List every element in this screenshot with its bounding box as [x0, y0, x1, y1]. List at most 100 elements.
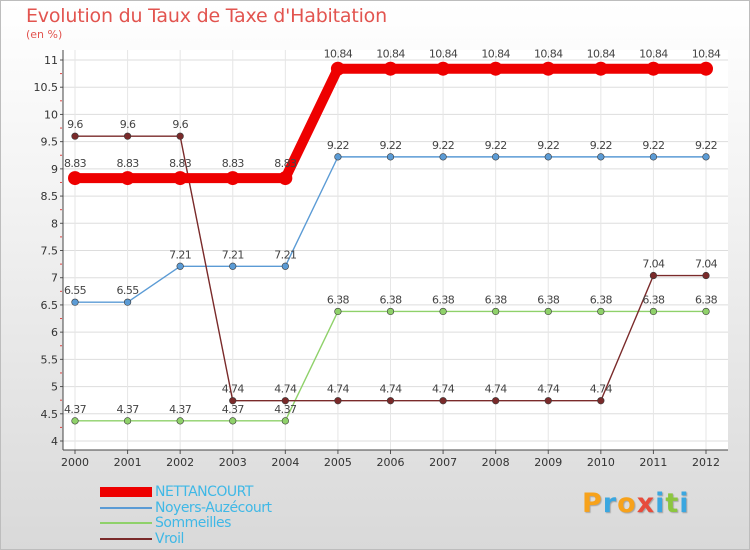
data-label: 7.21: [274, 248, 296, 261]
data-label: 4.74: [222, 383, 245, 396]
data-point: [702, 153, 710, 161]
y-tick-label: 7: [51, 272, 58, 285]
data-label: 9.6: [172, 118, 188, 131]
data-label: 9.6: [67, 118, 83, 131]
x-tick-label: 2008: [482, 456, 510, 469]
legend-label: Sommeilles: [155, 515, 231, 531]
logo-letter: i: [679, 488, 690, 519]
data-point: [436, 61, 451, 76]
y-tick-label: 9.5: [41, 136, 59, 149]
y-tick-label: 4: [51, 435, 58, 448]
x-tick-label: 2006: [377, 456, 405, 469]
proxiti-logo: Proxiti: [582, 488, 690, 519]
data-label: 9.22: [327, 139, 349, 152]
data-point: [597, 153, 605, 161]
data-label: 9.6: [120, 118, 136, 131]
y-tick-label: 6.5: [41, 299, 59, 312]
data-point: [71, 132, 79, 140]
data-point: [71, 417, 79, 425]
data-point: [383, 61, 398, 76]
data-label: 9.22: [485, 139, 507, 152]
data-label: 4.74: [274, 383, 297, 396]
data-label: 6.38: [537, 293, 560, 306]
data-label: 10.84: [639, 48, 668, 61]
data-label: 6.38: [485, 293, 508, 306]
data-point: [699, 61, 713, 76]
data-label: 6.38: [695, 293, 718, 306]
data-point: [702, 307, 710, 316]
x-tick-label: 2003: [219, 456, 247, 469]
y-tick-label: 10: [44, 108, 58, 121]
data-point: [544, 397, 552, 405]
data-point: [597, 307, 605, 316]
data-point: [334, 397, 342, 405]
data-label: 6.38: [590, 293, 613, 306]
data-point: [593, 61, 608, 76]
data-point: [281, 397, 289, 405]
x-tick-label: 2002: [166, 456, 194, 469]
data-point: [649, 307, 658, 316]
data-label: 6.55: [117, 284, 140, 297]
data-label: 4.74: [537, 383, 560, 396]
data-label: 6.38: [327, 293, 350, 306]
logo-letter: i: [655, 488, 666, 519]
data-point: [439, 153, 447, 161]
legend-label: Vroil: [155, 530, 184, 547]
data-label: 4.74: [485, 383, 508, 396]
data-label: 10.84: [534, 48, 563, 61]
data-point: [71, 298, 79, 306]
data-label: 6.38: [379, 293, 402, 306]
data-point: [281, 262, 289, 270]
data-label: 7.21: [169, 248, 191, 261]
data-point: [488, 61, 503, 76]
data-point: [278, 171, 293, 186]
data-point: [386, 307, 395, 316]
data-point: [386, 397, 395, 405]
data-point: [646, 61, 661, 76]
data-point: [229, 417, 237, 425]
data-point: [649, 153, 658, 161]
logo-letter: r: [602, 488, 618, 519]
data-label: 9.22: [695, 139, 717, 152]
data-label: 4.74: [432, 383, 455, 396]
chart-title: Evolution du Taux de Taxe d'Habitation: [26, 5, 387, 27]
data-point: [120, 171, 135, 186]
data-point: [123, 298, 132, 306]
legend-swatch: [100, 506, 152, 509]
data-point: [544, 307, 552, 316]
data-label: 9.22: [432, 139, 454, 152]
data-point: [649, 271, 658, 280]
data-point: [702, 271, 710, 280]
chart-subtitle: (en %): [26, 28, 63, 41]
y-tick-label: 6: [51, 326, 58, 339]
data-point: [173, 171, 188, 186]
x-tick-label: 2009: [534, 456, 562, 469]
line-chart: 4 4.5 5 5.5 6 6.5 7 7.5 8 8.5 9 9.5 10 10.5 11 2000 2001…: [34, 48, 728, 469]
data-point: [544, 153, 552, 161]
x-tick-label: 2004: [271, 456, 299, 469]
data-point: [439, 397, 447, 405]
data-label: 4.37: [64, 403, 87, 416]
data-label: 10.84: [481, 48, 510, 61]
data-point: [492, 153, 500, 161]
data-label: 4.37: [274, 403, 297, 416]
data-point: [597, 397, 605, 405]
data-label: 6.55: [64, 284, 87, 297]
data-label: 8.83: [274, 157, 297, 170]
data-label: 4.74: [590, 383, 613, 396]
data-label: 10.84: [376, 48, 405, 61]
data-point: [68, 171, 82, 186]
data-label: 10.84: [429, 48, 458, 61]
legend-swatch: [100, 537, 152, 540]
data-point: [176, 132, 184, 140]
data-point: [330, 61, 345, 76]
y-tick-label: 10.5: [34, 81, 59, 94]
data-label: 7.04: [642, 258, 665, 271]
data-label: 4.37: [117, 403, 140, 416]
data-point: [225, 171, 240, 186]
data-point: [492, 307, 500, 316]
data-point: [334, 153, 342, 161]
y-tick-label: 8.5: [41, 190, 59, 203]
data-point: [229, 262, 237, 270]
data-label: 8.83: [222, 157, 245, 170]
